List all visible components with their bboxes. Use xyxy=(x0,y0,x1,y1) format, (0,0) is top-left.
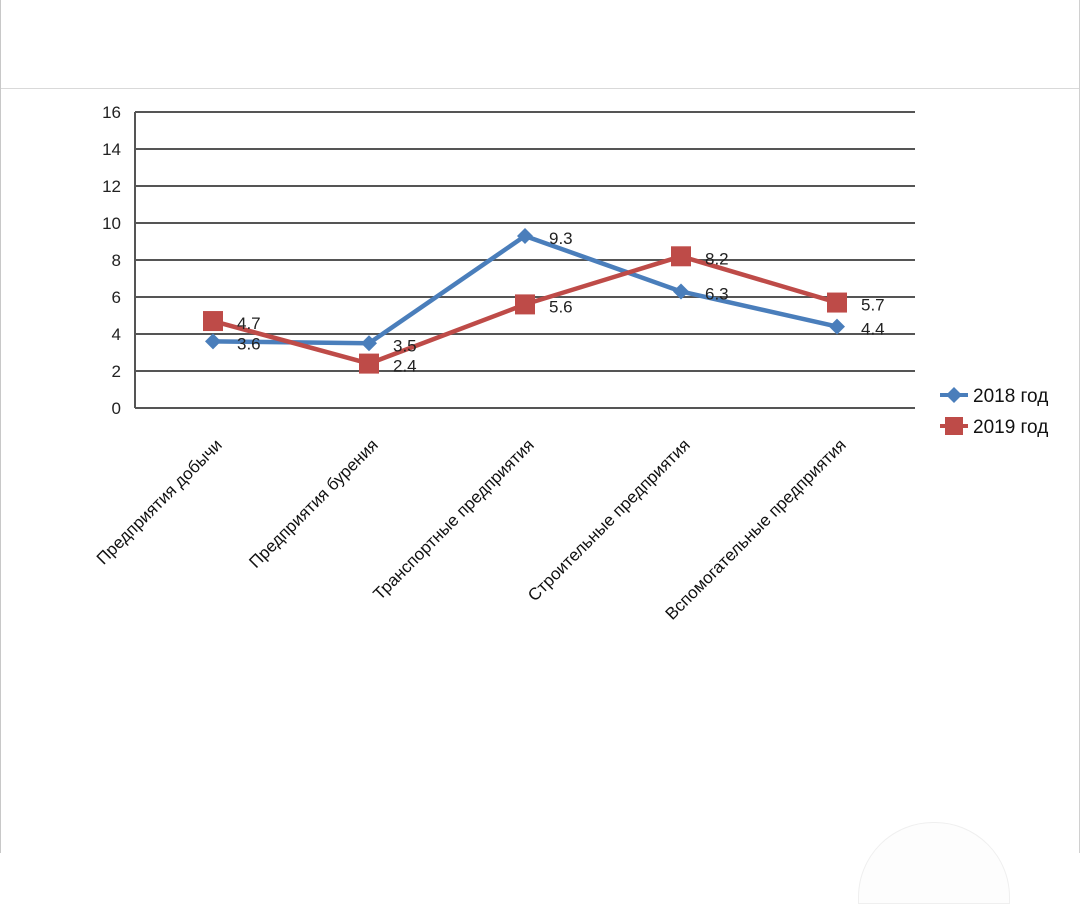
x-category-label: Предприятия бурения xyxy=(245,435,381,571)
data-label: 9.3 xyxy=(549,229,573,248)
series-line-0 xyxy=(212,233,838,346)
data-label: 3.6 xyxy=(237,334,261,353)
data-label: 3.5 xyxy=(393,336,417,355)
line-chart: 0 2 4 6 8 10 12 14 16 Предприятия добычи Предприя… xyxy=(93,103,1048,624)
y-tick-label: 10 xyxy=(102,214,121,233)
data-label: 8.2 xyxy=(705,249,729,268)
y-tick-label: 6 xyxy=(112,288,121,307)
y-tick-label: 16 xyxy=(102,103,121,122)
data-labels: 3.6 3.5 9.3 6.3 4.4 4.7 2.4 5.6 8.2 5.7 xyxy=(237,229,885,376)
axes xyxy=(134,112,915,409)
series-marker-2018 xyxy=(673,283,689,300)
series-marker-2018 xyxy=(829,318,845,335)
x-category-label: Вспомогательные предприятия xyxy=(662,435,850,623)
data-label: 4.7 xyxy=(237,314,261,333)
series-marker-2019 xyxy=(515,294,535,315)
legend-label: 2018 год xyxy=(973,386,1048,407)
legend-marker-diamond xyxy=(946,387,962,403)
series-marker-2018 xyxy=(517,227,533,244)
series-layer xyxy=(203,227,847,374)
data-label: 4.4 xyxy=(861,320,885,339)
legend-label: 2019 год xyxy=(973,417,1048,438)
gridlines xyxy=(135,111,915,372)
series-marker-2019 xyxy=(359,353,379,374)
y-tick-label: 8 xyxy=(112,251,121,270)
legend: 2018 год 2019 год xyxy=(940,386,1048,438)
series-marker-2018 xyxy=(205,333,221,350)
x-category-label: Транспортные предприятия xyxy=(369,435,537,603)
series-marker-2019 xyxy=(827,292,847,313)
x-category-label: Строительные предприятия xyxy=(524,435,694,605)
y-tick-label: 0 xyxy=(112,399,121,418)
data-label: 6.3 xyxy=(705,284,729,303)
legend-marker-square xyxy=(945,417,963,435)
y-tick-label: 4 xyxy=(112,325,121,344)
series-marker-2019 xyxy=(203,311,223,332)
y-axis-ticks: 0 2 4 6 8 10 12 14 16 xyxy=(102,103,121,418)
y-tick-label: 2 xyxy=(112,362,121,381)
x-category-label: Предприятия добычи xyxy=(93,435,226,568)
series-marker-2018 xyxy=(361,335,377,352)
top-blank-area xyxy=(0,0,1080,89)
y-tick-label: 14 xyxy=(102,140,121,159)
y-tick-label: 12 xyxy=(102,177,121,196)
data-label: 5.7 xyxy=(861,296,885,315)
data-label: 2.4 xyxy=(393,357,417,376)
x-axis-categories: Предприятия добычи Предприятия буренияТра… xyxy=(93,435,850,623)
data-label: 5.6 xyxy=(549,297,573,316)
series-marker-2019 xyxy=(671,246,691,267)
left-border xyxy=(0,0,1,853)
